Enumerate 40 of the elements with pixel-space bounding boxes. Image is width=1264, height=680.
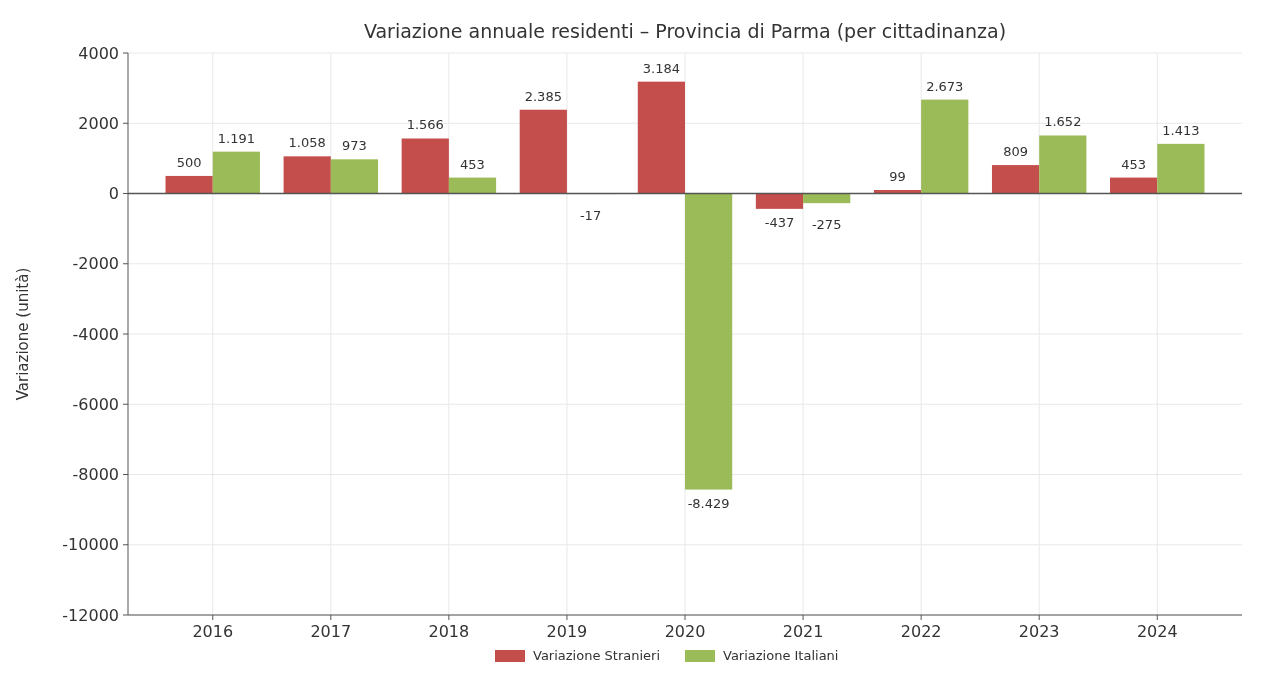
- y-tick-label: -6000: [72, 394, 119, 414]
- y-tick-label: -12000: [62, 605, 119, 625]
- chart-title: Variazione annuale residenti – Provincia di Parma (per cittadinanza): [363, 20, 1007, 42]
- x-tick-label: 2016: [192, 622, 234, 641]
- data-label: -437: [764, 214, 795, 230]
- data-label: 1.566: [406, 117, 444, 133]
- data-label: 809: [1003, 144, 1028, 160]
- y-tick-label: -8000: [72, 465, 119, 485]
- x-tick-label: 2018: [428, 622, 470, 641]
- y-tick-label: 2000: [78, 113, 119, 133]
- data-label: 99: [889, 169, 906, 185]
- data-label: 1.058: [288, 135, 326, 151]
- data-label: 453: [460, 156, 485, 172]
- data-label: 3.184: [642, 60, 680, 76]
- y-axis-title: Variazione (unità): [14, 267, 32, 401]
- y-tick-label: -10000: [62, 535, 119, 555]
- data-label: -8.429: [687, 495, 730, 511]
- data-label: 500: [176, 154, 202, 170]
- data-label: 1.413: [1162, 122, 1200, 138]
- x-tick-label: 2017: [310, 622, 352, 641]
- data-label: -17: [579, 208, 602, 224]
- x-tick-label: 2021: [782, 622, 824, 641]
- legend-label: Variazione Stranieri: [533, 648, 660, 663]
- x-tick-label: 2022: [900, 622, 942, 641]
- y-tick-label: 0: [108, 184, 119, 204]
- y-tick-label: -2000: [72, 254, 119, 274]
- x-tick-label: 2019: [546, 622, 588, 641]
- y-tick-label: -4000: [72, 324, 119, 344]
- legend-label: Variazione Italiani: [723, 648, 839, 663]
- data-label: 1.191: [217, 130, 255, 146]
- data-label: 973: [342, 138, 367, 154]
- y-tick-label: 4000: [78, 43, 119, 63]
- data-label: 453: [1121, 156, 1147, 172]
- x-tick-label: 2023: [1018, 622, 1060, 641]
- data-label: 1.652: [1044, 114, 1082, 130]
- data-label: 2.673: [926, 78, 964, 94]
- data-label: 2.385: [524, 88, 562, 104]
- data-label: -275: [811, 217, 842, 233]
- x-tick-label: 2024: [1136, 622, 1178, 641]
- x-tick-label: 2020: [664, 622, 706, 641]
